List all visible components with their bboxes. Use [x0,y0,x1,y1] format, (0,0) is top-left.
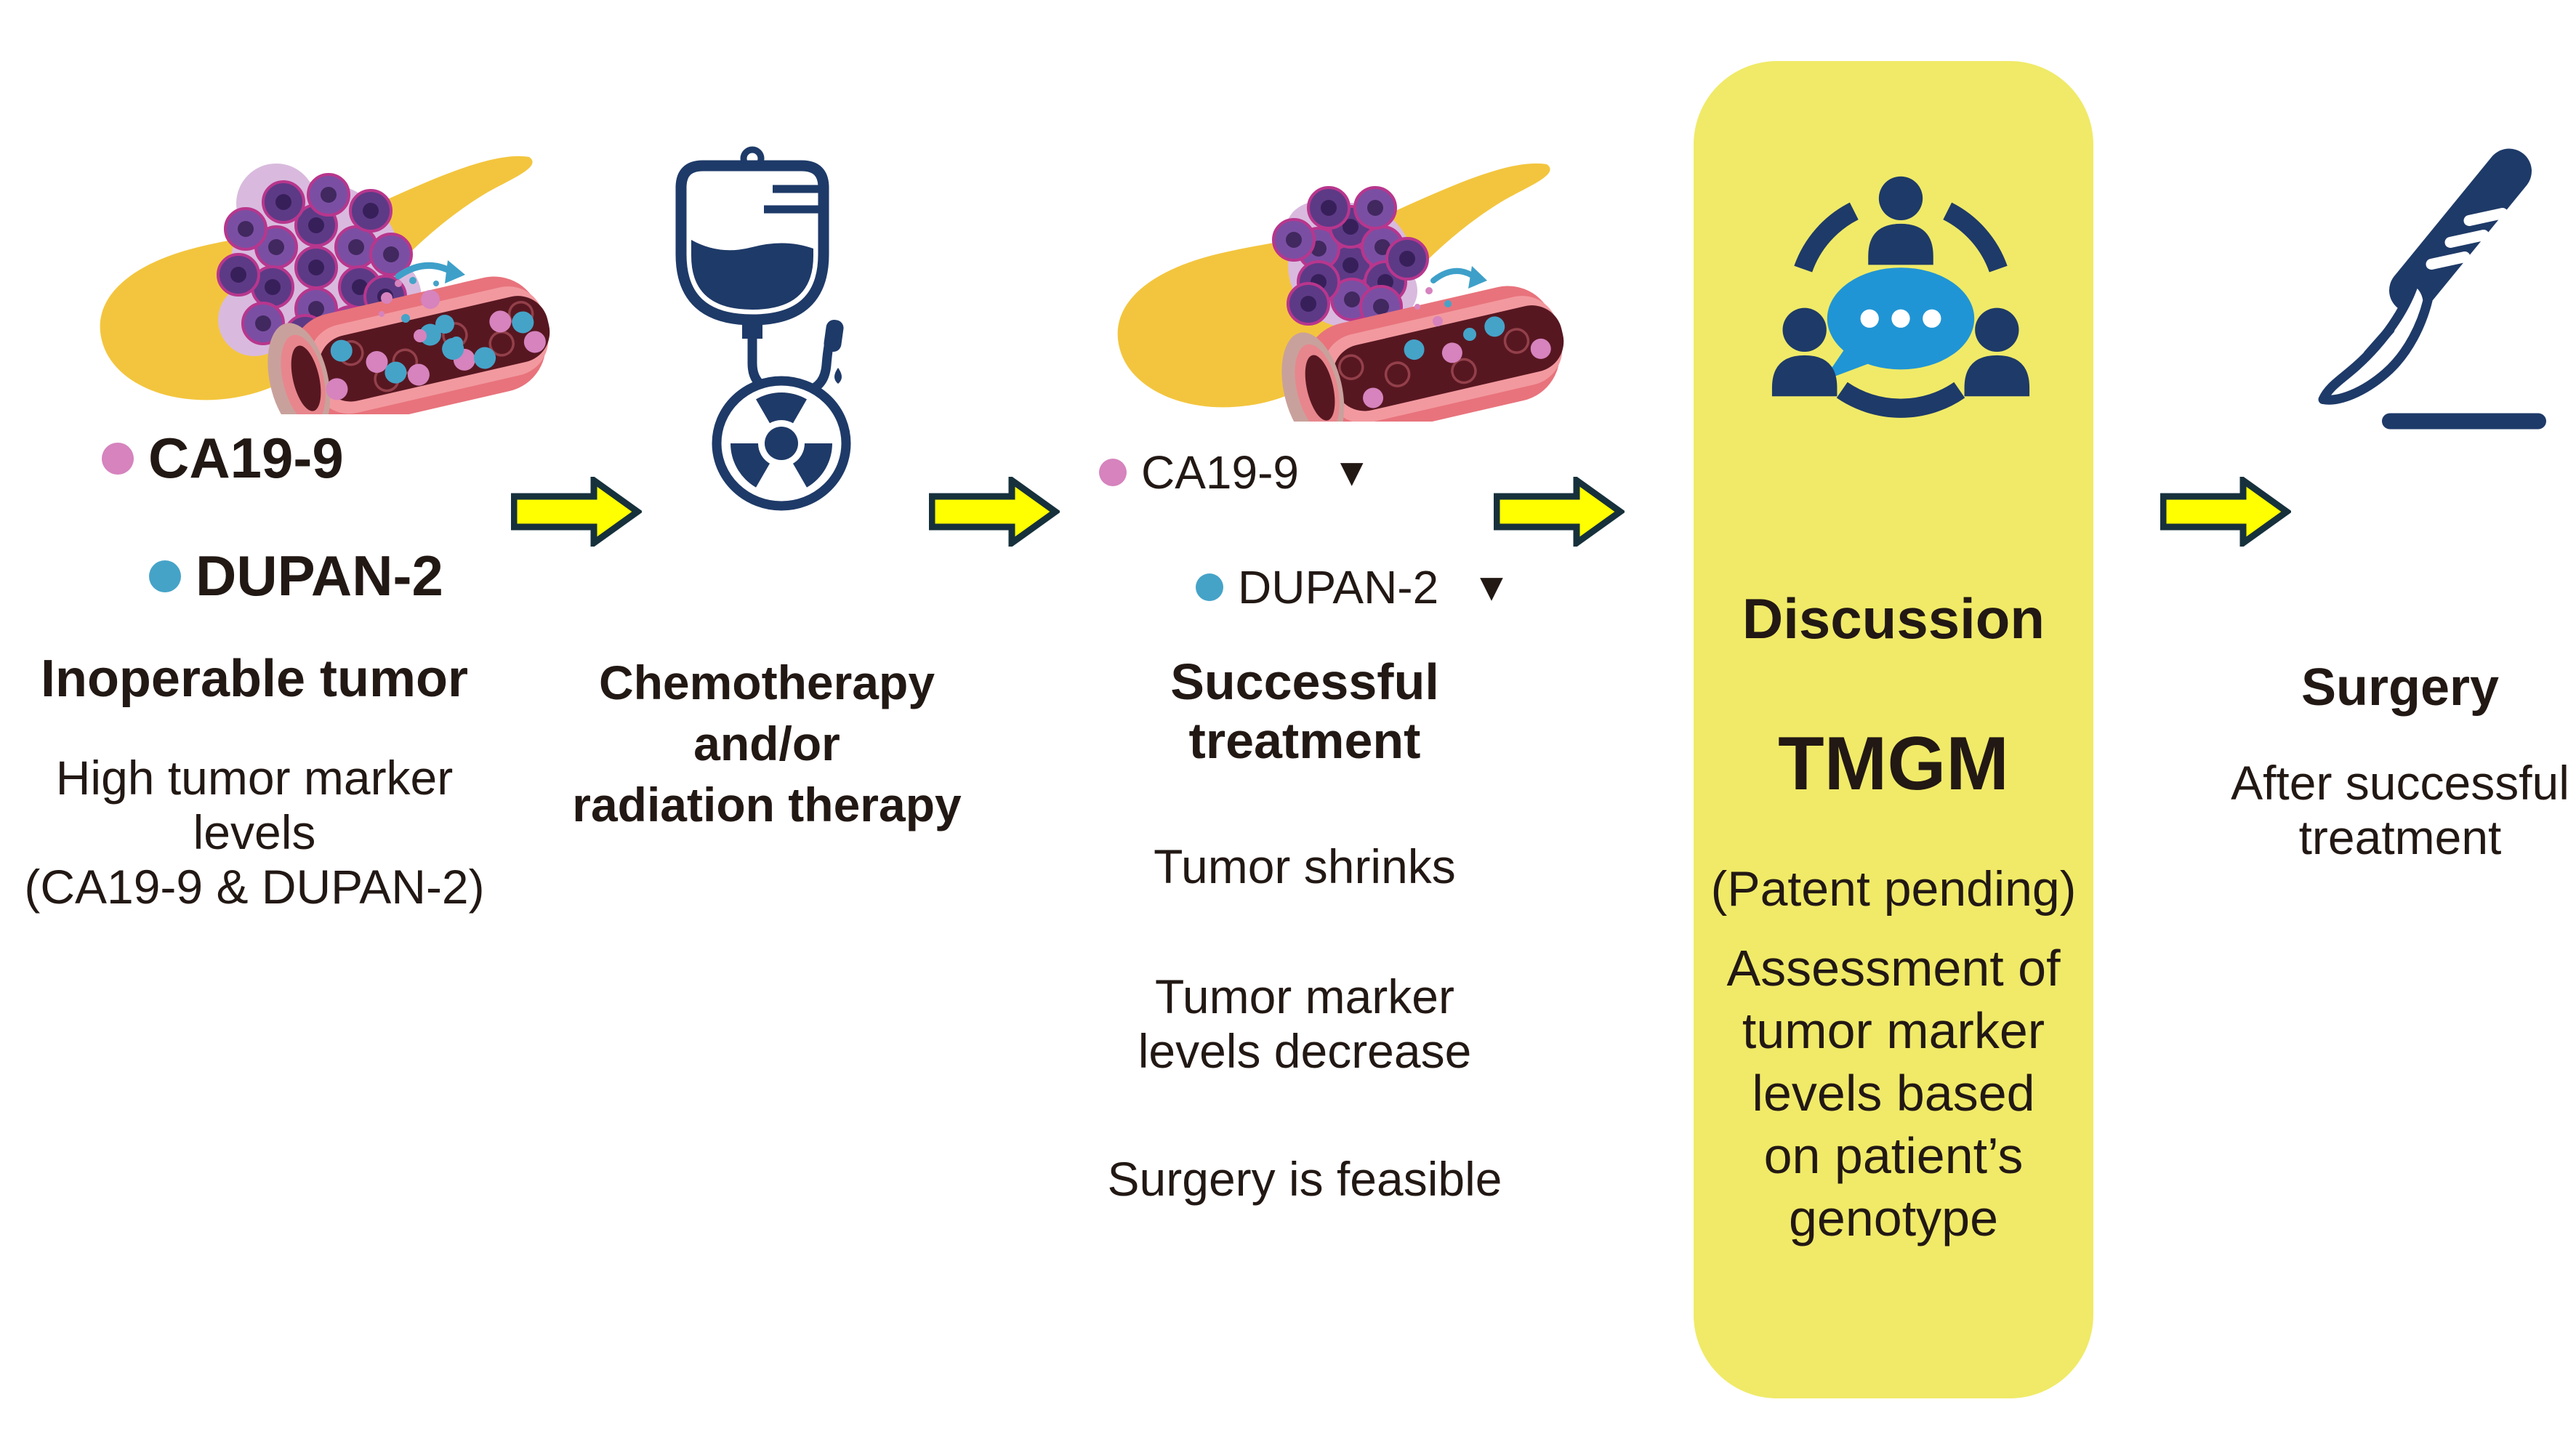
marker-row-ca19-9: CA19-9 ▼ [1099,447,1371,498]
escaping-marker-dots [379,277,463,350]
dupan-2-dot-icon [1196,573,1223,602]
discussion-heading: Discussion [1742,587,2045,650]
text-line: Tumor marker [1155,970,1454,1024]
panel3-text: Successful treatment Tumor shrinks Tumor… [1061,653,1548,1207]
flow-arrow [2160,477,2291,547]
panel5-body: After successful treatment [2224,756,2576,865]
panel1-body: High tumor marker levels (CA19-9 & DUPAN… [7,751,502,915]
text-line: After successful [2231,756,2569,810]
tumor-icon-shrunk [1272,186,1429,329]
marker-row-dupan-2: DUPAN-2 ▼ [1196,562,1511,613]
panel3-title: Successful treatment [1170,653,1439,769]
discussion-group-icon [1771,176,2030,418]
text-line: (CA19-9 & DUPAN-2) [24,860,485,914]
marker-label: CA19-9 [1141,446,1299,499]
text-line: Assessment of [1726,940,2061,996]
ca19-9-dot-icon [1099,459,1127,487]
release-arrow-icon [1430,266,1487,289]
legend-label: CA19-9 [148,426,344,490]
ca19-9-dot-icon [102,442,134,475]
text-line: Chemotherapy [598,656,935,709]
dupan-2-dot-icon [149,560,181,592]
method-name: TMGM [1778,722,2009,806]
panel5-title: Surgery [2301,658,2500,717]
panel1-title: Inoperable tumor [40,650,469,708]
text-line: levels decrease [1138,1024,1472,1079]
text-line: levels based [1752,1065,2035,1122]
text-line: Tumor shrinks [1154,839,1456,893]
pancreas-tumor-vessel-illustration-large [100,156,550,414]
legend-item-ca19-9: CA19-9 [102,427,344,490]
scalpel-icon [2318,148,2546,430]
panel2-title: Chemotherapy and/or radiation therapy [560,653,974,835]
text-line: on patient’s [1763,1127,2024,1185]
text-line: levels [193,805,316,860]
blood-vessel-icon [267,276,550,414]
paragraph: Tumor marker levels decrease [1061,970,1548,1079]
decrease-triangle-icon: ▼ [1332,450,1372,494]
text-line: and/or [693,716,840,770]
flow-arrow [511,477,642,547]
text-line: Surgery is feasible [1107,1151,1502,1206]
release-arrow-icon [395,260,465,283]
text-line: genotype [1788,1190,1999,1247]
legend-item-dupan-2: DUPAN-2 [149,544,443,608]
text-line: High tumor marker [55,751,454,805]
legend-label: DUPAN-2 [196,544,443,608]
decrease-triangle-icon: ▼ [1472,565,1511,609]
patent-note: (Patent pending) [1710,861,2077,917]
pancreas-tumor-vessel-illustration-small [1117,163,1564,422]
text-line: radiation therapy [572,777,962,831]
discussion-panel: Discussion TMGM (Patent pending) Assessm… [1694,61,2093,1398]
text-line: tumor marker [1742,1002,2045,1060]
speech-bubble-icon [1822,267,1975,381]
flow-arrow [1494,477,1625,547]
text-line: treatment [2298,810,2502,865]
method-description: Assessment of tumor marker levels based … [1694,937,2093,1249]
marker-label: DUPAN-2 [1238,561,1439,613]
flow-arrow [929,477,1060,547]
escaping-marker-dots [1414,287,1476,341]
person-icons [1771,176,2030,397]
radiation-icon [712,376,851,511]
blood-vessel-icon [1281,286,1564,422]
